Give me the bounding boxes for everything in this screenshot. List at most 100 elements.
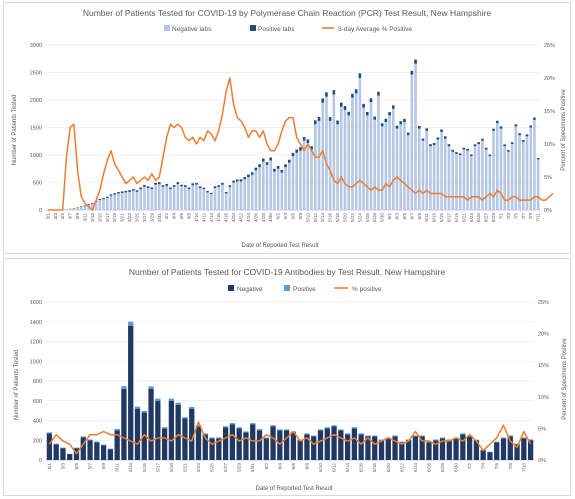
- bar-negative: [270, 426, 276, 460]
- bar-positive: [155, 398, 161, 401]
- bar-negative: [343, 109, 347, 210]
- x-tick-label: 7/10: [521, 463, 526, 472]
- bar-negative: [236, 428, 242, 460]
- bar-negative: [372, 436, 378, 460]
- bar-negative: [525, 136, 529, 210]
- y-tick-label: 600: [33, 399, 42, 405]
- bar-positive: [317, 429, 324, 431]
- x-tick-label: 7/8: [508, 463, 513, 470]
- bar-negative: [209, 438, 215, 460]
- bar-positive: [287, 159, 291, 163]
- bar-positive: [270, 425, 276, 427]
- bar-positive: [94, 441, 100, 443]
- bar-negative: [473, 146, 477, 210]
- y-tick-label: 1600: [30, 300, 42, 306]
- bar-negative: [195, 426, 202, 460]
- bar-positive: [414, 59, 417, 64]
- bar-positive: [351, 427, 358, 429]
- bar-positive: [148, 386, 154, 389]
- x-tick-label: 7/1: [499, 213, 504, 220]
- bar-negative: [221, 184, 224, 210]
- bar-negative: [527, 440, 534, 460]
- bar-positive: [466, 148, 469, 151]
- bar-positive: [236, 427, 242, 429]
- x-tick-label: 6/26: [426, 463, 431, 472]
- bar-negative: [410, 74, 414, 210]
- bar-negative: [169, 189, 172, 210]
- legend-label-positive: Positive labs: [258, 26, 295, 33]
- bar-negative: [183, 186, 187, 210]
- y-tick-label: 1000: [30, 359, 42, 365]
- bar-positive: [195, 182, 198, 185]
- bar-positive: [358, 433, 364, 435]
- bar-positive: [183, 185, 187, 187]
- bar-positive: [91, 203, 94, 204]
- bar-positive: [410, 70, 414, 75]
- bar-positive: [135, 190, 139, 192]
- bar-positive: [399, 441, 405, 443]
- y2-tick-label: 15%: [538, 363, 549, 369]
- line-series: [47, 77, 554, 211]
- legend: Negative labs Positive labs 3-day Averag…: [164, 25, 412, 33]
- bar-positive: [377, 91, 380, 96]
- bar-negative: [243, 179, 247, 210]
- bar-positive: [469, 154, 473, 157]
- y2-tick-label: 25%: [538, 300, 549, 306]
- bar-positive: [128, 321, 134, 326]
- bar-positive: [421, 138, 425, 141]
- bar-positive: [433, 439, 439, 441]
- bar-positive: [499, 126, 503, 129]
- bar-positive: [206, 191, 209, 193]
- x-tick-label: 3/21: [120, 213, 125, 222]
- y-tick-label: 1200: [30, 340, 42, 346]
- bar-negative: [328, 120, 332, 210]
- bar-negative: [521, 438, 527, 460]
- bar-positive: [150, 187, 154, 190]
- bar-positive: [495, 120, 499, 124]
- bar-negative: [222, 427, 229, 460]
- x-tick-label: 5/17: [155, 463, 160, 472]
- bar-negative: [362, 107, 365, 210]
- x-tick-label: 7/5: [513, 213, 518, 220]
- bar-positive: [343, 106, 347, 110]
- bar-negative: [213, 188, 217, 210]
- x-tick-label: 5/19: [169, 463, 174, 472]
- x-tick-label: 5/27: [223, 463, 228, 472]
- x-tick-label: 3/3: [53, 213, 58, 220]
- bar-negative: [495, 123, 499, 210]
- bar-positive: [403, 118, 406, 122]
- pct-positive-line: [48, 421, 532, 455]
- antibody-chart-panel: Number of Patients Tested for COVID-19 A…: [3, 258, 571, 496]
- bar-negative: [488, 156, 492, 210]
- bar-positive: [324, 427, 330, 429]
- x-tick-label: 5/11: [115, 463, 120, 472]
- bar-positive: [299, 147, 302, 151]
- pcr-chart: Number of Patients Tested for COVID-19 b…: [12, 8, 567, 249]
- bar-positive: [131, 189, 135, 191]
- bar-negative: [514, 444, 520, 460]
- bar-positive: [83, 205, 87, 207]
- bar-negative: [235, 181, 239, 210]
- bar-positive: [250, 423, 256, 425]
- bar-positive: [291, 152, 295, 157]
- bar-negative: [217, 186, 221, 210]
- bar-negative: [290, 432, 297, 460]
- bar-positive: [221, 182, 224, 185]
- bar-negative: [503, 146, 507, 210]
- bar-positive: [124, 190, 128, 193]
- bar-negative: [405, 440, 412, 460]
- x-tick-label: 5/15: [142, 463, 147, 472]
- bar-negative: [455, 153, 458, 210]
- bar-negative: [536, 159, 540, 210]
- bar-negative: [250, 424, 256, 460]
- bar-negative: [287, 162, 291, 210]
- bar-positive: [466, 435, 473, 437]
- chart-title: Number of Patients Tested for COVID-19 A…: [129, 267, 445, 277]
- bar-negative: [412, 436, 419, 460]
- x-tick-label: 4/20: [231, 213, 236, 222]
- bar-positive: [378, 439, 385, 441]
- x-tick-label: 5/7: [88, 463, 93, 470]
- bar-negative: [295, 152, 299, 210]
- bar-negative: [91, 203, 94, 210]
- bar-negative: [172, 186, 176, 210]
